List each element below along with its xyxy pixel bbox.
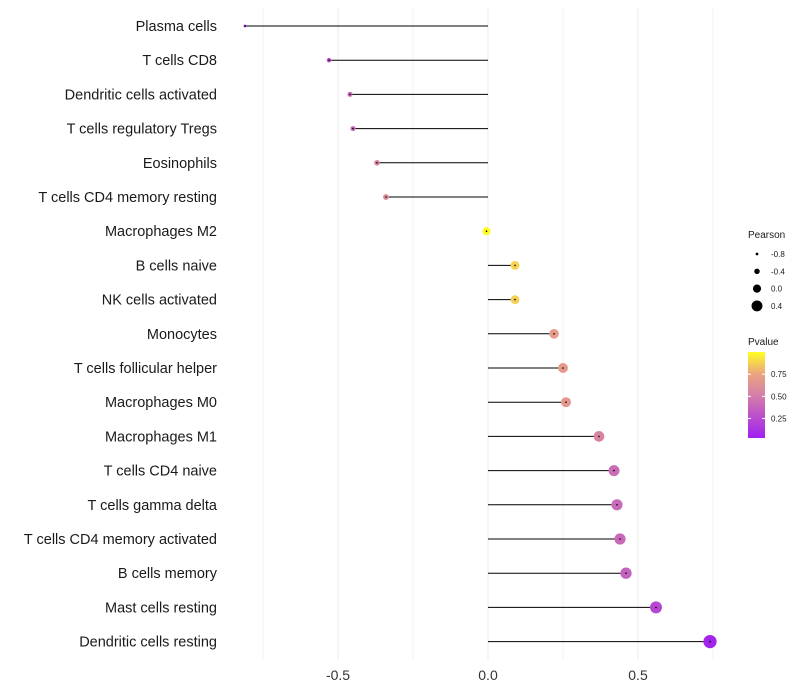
size-legend-key-0 [755, 252, 759, 256]
category-label-11: Macrophages M0 [105, 395, 217, 411]
size-legend-label-0: -0.8 [771, 250, 785, 259]
color-legend-label-1: 0.50 [771, 392, 787, 401]
point-center-12 [598, 435, 600, 438]
x-tick-label-0: -0.5 [326, 667, 350, 683]
x-tick-label-2: 0.5 [628, 667, 648, 683]
point-center-16 [625, 572, 627, 574]
size-legend-key-1 [754, 268, 760, 275]
size-legend-key-2 [752, 284, 762, 293]
category-label-7: B cells naive [136, 258, 217, 274]
x-axis-ticks: -0.5 0.0 0.5 [326, 667, 648, 683]
category-label-12: Macrophages M1 [105, 429, 217, 445]
size-legend-title: Pearson [748, 230, 785, 241]
category-label-3: T cells regulatory Tregs [67, 122, 217, 138]
point-center-8 [514, 298, 516, 301]
lollipop-points [243, 24, 717, 649]
point-center-14 [616, 504, 618, 506]
color-legend: Pvalue 0.75 0.50 0.25 [748, 337, 787, 438]
category-label-1: T cells CD8 [142, 53, 217, 69]
grid-lines [262, 8, 714, 660]
lollipop-stems [245, 25, 710, 643]
category-label-2: Dendritic cells activated [65, 87, 217, 103]
point-center-5 [385, 196, 387, 198]
point-center-0 [244, 25, 246, 27]
size-legend-label-3: 0.4 [771, 302, 783, 311]
point-center-7 [514, 264, 516, 267]
category-label-10: T cells follicular helper [74, 361, 217, 377]
category-label-8: NK cells activated [102, 293, 217, 309]
point-center-9 [553, 333, 555, 335]
category-label-13: T cells CD4 naive [104, 464, 217, 480]
category-label-14: T cells gamma delta [88, 498, 218, 514]
color-legend-label-0: 0.75 [771, 370, 787, 379]
point-center-2 [349, 93, 351, 96]
point-center-3 [352, 127, 354, 130]
point-center-15 [619, 538, 621, 540]
category-label-5: T cells CD4 memory resting [38, 190, 217, 206]
category-label-4: Eosinophils [143, 156, 217, 172]
category-label-9: Monocytes [147, 327, 217, 343]
point-center-17 [655, 606, 657, 609]
point-center-18 [709, 640, 711, 643]
point-center-13 [613, 469, 615, 472]
size-legend-label-2: 0.0 [771, 285, 783, 294]
category-label-15: T cells CD4 memory activated [24, 532, 217, 548]
size-legend-label-1: -0.4 [771, 267, 785, 276]
category-label-6: Macrophages M2 [105, 224, 217, 240]
category-label-0: Plasma cells [136, 19, 217, 35]
color-legend-label-2: 0.25 [771, 414, 787, 423]
category-label-18: Dendritic cells resting [79, 635, 217, 651]
point-center-6 [485, 230, 488, 232]
category-labels: Plasma cells T cells CD8 Dendritic cells a… [24, 19, 218, 651]
point-center-1 [328, 59, 330, 61]
category-label-17: Mast cells resting [105, 600, 217, 616]
size-legend: Pearson -0.8 -0.4 0.0 0.4 [748, 230, 785, 312]
color-legend-bar [748, 352, 765, 438]
x-tick-label-1: 0.0 [478, 667, 498, 683]
point-center-11 [565, 401, 567, 404]
point-center-10 [562, 367, 564, 369]
category-label-16: B cells memory [118, 566, 218, 582]
point-center-4 [376, 162, 378, 164]
color-legend-title: Pvalue [748, 337, 779, 348]
size-legend-key-3 [751, 300, 763, 312]
